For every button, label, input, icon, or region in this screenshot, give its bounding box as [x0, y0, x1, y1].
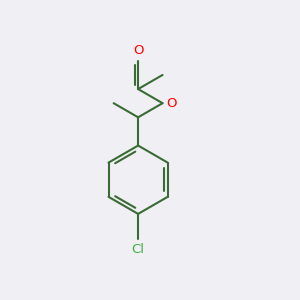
Text: Cl: Cl: [132, 243, 145, 256]
Text: O: O: [167, 97, 177, 110]
Text: O: O: [133, 44, 143, 57]
